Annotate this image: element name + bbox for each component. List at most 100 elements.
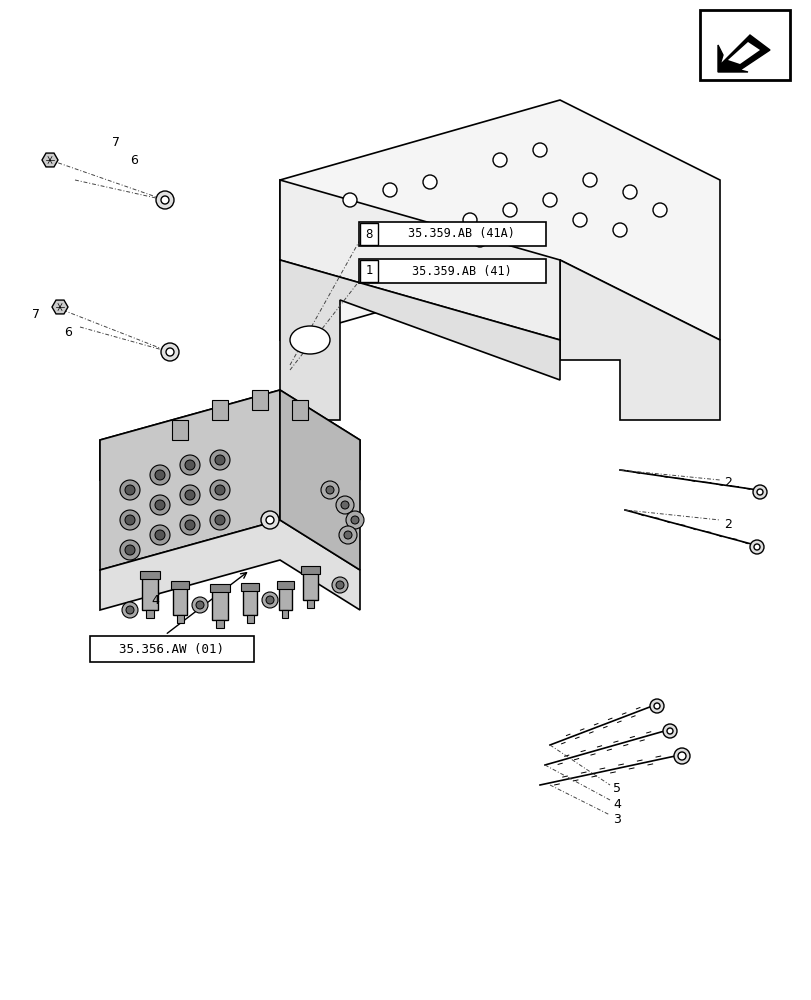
Polygon shape [52,300,68,314]
Circle shape [582,173,596,187]
Circle shape [185,460,195,470]
Circle shape [336,496,354,514]
Polygon shape [560,260,719,420]
Circle shape [649,699,663,713]
Circle shape [266,516,273,524]
Circle shape [210,450,230,470]
Bar [142,575,158,610]
Circle shape [150,465,169,485]
Polygon shape [100,520,359,610]
Circle shape [492,153,506,167]
Text: 4: 4 [151,593,159,606]
Bar [210,584,230,592]
Bar [281,610,288,618]
Circle shape [180,515,200,535]
Circle shape [185,520,195,530]
Bar [212,588,228,620]
Circle shape [753,544,759,550]
Bar [292,400,307,420]
Circle shape [161,343,178,361]
Text: 35.359.AB (41): 35.359.AB (41) [411,264,511,277]
Bar [277,581,294,589]
Circle shape [663,724,676,738]
Text: 7: 7 [112,136,120,149]
Circle shape [756,489,762,495]
Circle shape [622,185,636,199]
Text: 8: 8 [365,228,372,240]
Circle shape [350,516,358,524]
Text: 2: 2 [723,476,731,488]
Text: 1: 1 [365,264,372,277]
Circle shape [125,485,135,495]
Bar [301,566,320,574]
Circle shape [532,143,547,157]
Circle shape [653,703,659,709]
Circle shape [180,455,200,475]
Circle shape [210,510,230,530]
Circle shape [122,602,138,618]
Text: 6: 6 [130,154,138,167]
Circle shape [336,581,344,589]
Circle shape [345,511,363,529]
Bar [212,400,228,420]
Circle shape [666,728,672,734]
Circle shape [215,455,225,465]
Polygon shape [100,390,359,480]
Circle shape [266,596,273,604]
Bar [279,585,292,610]
Bar [699,10,789,80]
Circle shape [341,501,349,509]
Bar [177,615,184,623]
Polygon shape [280,100,719,340]
Bar [247,615,254,623]
Circle shape [573,213,586,227]
Circle shape [155,500,165,510]
Bar [241,583,259,591]
Circle shape [332,577,348,593]
Bar [172,420,188,440]
Bar [146,610,154,618]
Circle shape [155,530,165,540]
Circle shape [161,196,169,204]
Circle shape [155,470,165,480]
Circle shape [191,597,208,613]
Text: 4: 4 [612,797,620,810]
Text: 6: 6 [64,326,72,338]
Text: 35.359.AB (41A): 35.359.AB (41A) [408,228,514,240]
Bar [139,571,160,579]
Polygon shape [727,42,759,64]
Bar [242,587,257,615]
Circle shape [652,203,666,217]
Bar [251,390,268,410]
Circle shape [320,481,338,499]
Circle shape [150,525,169,545]
Polygon shape [42,153,58,167]
Bar [216,620,224,628]
Polygon shape [280,260,560,420]
Circle shape [383,183,397,197]
Circle shape [120,510,139,530]
FancyBboxPatch shape [358,259,545,283]
Circle shape [120,540,139,560]
Circle shape [543,193,556,207]
Polygon shape [100,390,280,570]
Circle shape [185,490,195,500]
Circle shape [195,601,204,609]
Circle shape [260,511,279,529]
Ellipse shape [290,326,329,354]
Circle shape [473,233,487,247]
Circle shape [215,485,225,495]
Text: 5: 5 [612,782,620,794]
Circle shape [344,531,351,539]
Text: 3: 3 [612,813,620,826]
Circle shape [342,193,357,207]
Circle shape [612,223,626,237]
Circle shape [325,486,333,494]
Circle shape [673,748,689,764]
FancyBboxPatch shape [90,636,254,662]
Text: 7: 7 [32,308,40,320]
Circle shape [126,606,134,614]
Circle shape [150,495,169,515]
Bar [171,581,189,589]
Circle shape [165,348,174,356]
